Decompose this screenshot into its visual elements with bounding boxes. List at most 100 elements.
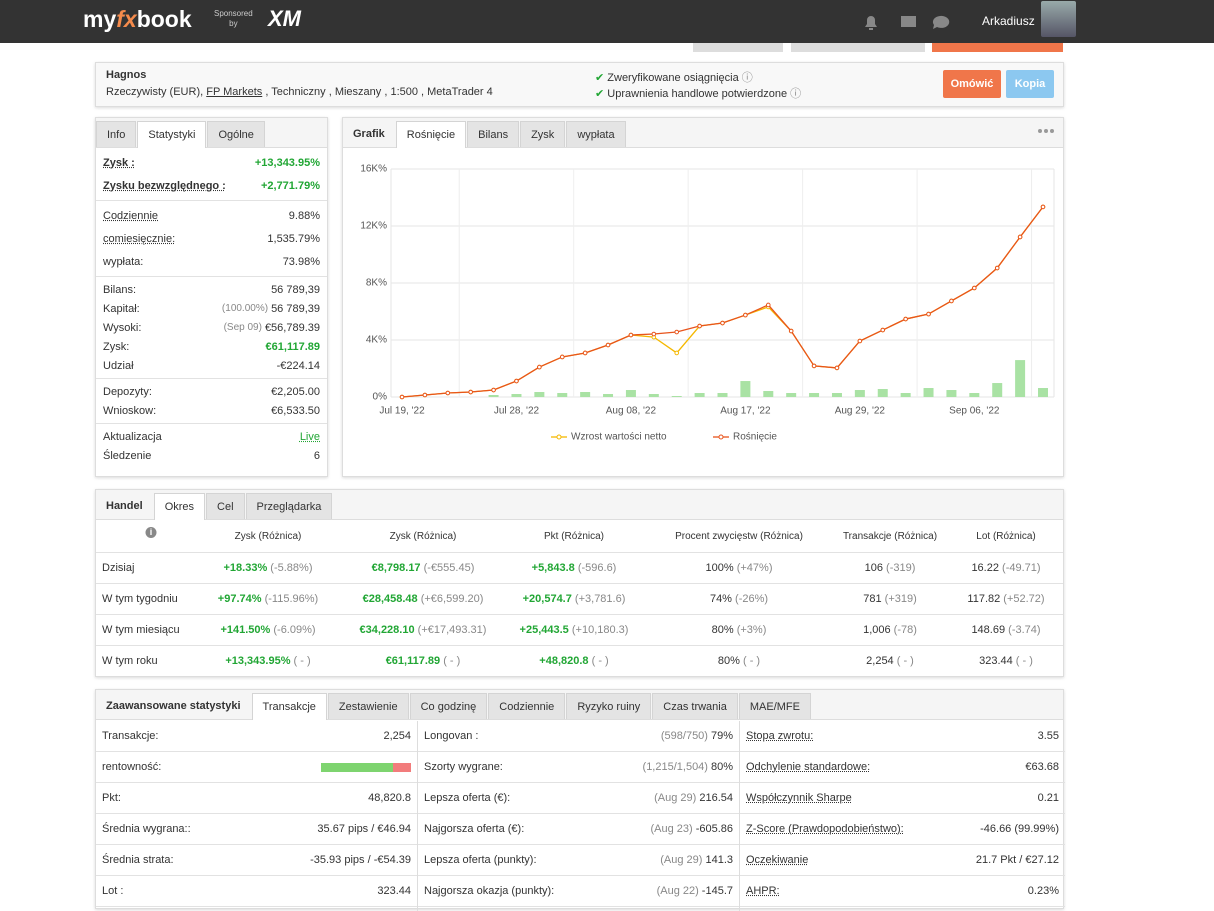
tab[interactable]: Cel — [206, 493, 245, 519]
tab[interactable]: Okres — [153, 493, 206, 520]
bar — [1038, 388, 1048, 397]
broker-link[interactable]: FP Markets — [206, 86, 263, 98]
point — [468, 389, 473, 395]
tab[interactable]: Przeglądarka — [245, 493, 333, 519]
cell: €61,117.89 ( - ) — [386, 655, 461, 667]
cell-value: 80% — [711, 624, 734, 636]
stat-row: Zysk : +13,343.95% — [96, 151, 327, 174]
account-name: Hagnos — [106, 69, 147, 81]
bell-icon[interactable] — [865, 16, 877, 30]
cell: +20,574.7 (+3,781.6) — [523, 593, 626, 605]
tab[interactable]: wypłata — [566, 121, 626, 147]
bar — [786, 393, 797, 397]
cell: 323.44 ( - ) — [979, 655, 1033, 667]
tab[interactable]: Czas trwania — [652, 693, 738, 719]
cell-diff: (+319) — [884, 593, 917, 605]
stat-label: Z-Score (Prawdopodobieństwo): — [746, 823, 904, 835]
cell: +97.74% (-115.96%) — [218, 593, 318, 605]
bar — [900, 393, 911, 397]
bar — [854, 390, 865, 397]
logo[interactable]: myfxbook — [83, 6, 192, 33]
cell-value: €61,117.89 — [385, 655, 441, 667]
logo-part: my — [83, 6, 117, 32]
sponsored-text: Sponsored — [214, 9, 253, 18]
stat-value: 79% — [710, 730, 733, 742]
stat-value: 216.54 — [699, 792, 733, 804]
y-tick-label: 0% — [373, 392, 388, 403]
avatar[interactable] — [1041, 1, 1076, 37]
stat-label: Longovan : — [424, 730, 479, 742]
point — [880, 327, 886, 333]
x-tick-label: Jul 28, '22 — [494, 406, 540, 417]
user-name[interactable]: Arkadiusz — [982, 14, 1035, 28]
top-button[interactable] — [693, 43, 783, 52]
stat-label: Kapitał: — [103, 302, 140, 315]
stat-value: -145.7 — [701, 885, 733, 897]
top-button[interactable] — [932, 43, 1063, 52]
stat-row: Codziennie 9.88% — [96, 204, 327, 227]
line — [401, 206, 1044, 398]
bar — [534, 392, 545, 397]
stat-column: Stopa zwrotu: 3.55 Odchylenie standardowe:… — [740, 721, 1065, 911]
top-bar: myfxbook Sponsored by XM Arkadiusz — [0, 0, 1214, 43]
stat-label: Stopa zwrotu: — [746, 730, 814, 742]
y-tick-label: 4K% — [366, 335, 387, 346]
info-panel: Info Statystyki Ogólne Zysk : +13,343.95% Zy… — [95, 117, 328, 477]
tab[interactable]: Zysk — [520, 121, 566, 147]
copy-button[interactable]: Kopia — [1006, 70, 1054, 98]
stat-row: wypłata: 73.98% — [96, 250, 327, 273]
tab[interactable]: Co godzinę — [409, 693, 488, 719]
top-button[interactable] — [791, 43, 925, 52]
account-box: Hagnos Rzeczywisty (EUR), FP Markets , T… — [95, 62, 1064, 107]
menu-icon[interactable] — [1038, 129, 1054, 133]
tab[interactable]: Bilans — [467, 121, 520, 147]
stat-column: Longovan : (598/750) 79% Szorty wygrane: (1,… — [418, 721, 740, 911]
cell-value: 781 — [863, 593, 882, 605]
cell: 148.69 (-3.74) — [971, 624, 1040, 636]
cell: €34,228.10 (+€17,493.31) — [360, 624, 487, 636]
tab[interactable]: Ogólne — [207, 121, 265, 147]
stat-group: Aktualizacja Live Śledzenie 6 — [96, 424, 327, 468]
stat-row: Lepsza oferta (punkty): (Aug 29) 141.3 — [418, 845, 739, 876]
stat-value: 141.3 — [705, 854, 733, 866]
point — [582, 350, 588, 356]
stat-value: -605.86 — [695, 823, 733, 835]
tab[interactable]: Ryzyko ruiny — [566, 693, 652, 719]
stat-value: +2,771.79% — [260, 179, 320, 192]
stat-label: Zysk: — [103, 340, 130, 353]
bar — [488, 395, 499, 397]
cell-value: +141.50% — [220, 624, 271, 636]
stat-group: Depozyty: €2,205.00 Wnioskow: €6,533.50 — [96, 379, 327, 424]
cell-value: +48,820.8 — [539, 655, 589, 667]
tab[interactable]: Zestawienie — [327, 693, 409, 719]
cell-value: +20,574.7 — [522, 593, 572, 605]
bar — [809, 393, 820, 397]
tab[interactable]: Codziennie — [488, 693, 566, 719]
check-item: ✔ Uprawnienia handlowe potwierdzone ⓘ — [595, 88, 802, 100]
discuss-button[interactable]: Omówić — [943, 70, 1001, 98]
cell-diff: (-49.71) — [1002, 562, 1041, 574]
sponsor-logo[interactable]: XM — [268, 6, 301, 31]
point — [399, 394, 405, 400]
tab[interactable]: MAE/MFE — [738, 693, 811, 719]
trading-panel: Handel Okres Cel Przeglądarka i Zysk (Różnic… — [95, 489, 1064, 677]
stat-label: Odchylenie standardowe: — [746, 761, 871, 773]
cell: 2,254 ( - ) — [866, 655, 914, 667]
stat-row: Szorty wygrane: (1,215/1,504) 80% — [418, 752, 739, 783]
stat-row: Oczekiwanie 21.7 Pkt / €27.12 — [740, 845, 1065, 876]
bar — [580, 392, 591, 397]
tab: Info — [96, 121, 137, 147]
tab[interactable]: Transakcje — [251, 693, 327, 720]
stat-value: €61,117.89 — [265, 340, 320, 353]
stat-label: rentowność: — [102, 761, 162, 773]
stat-row: rentowność: — [96, 752, 417, 783]
cell: +25,443.5 (+10,180.3) — [520, 624, 629, 636]
mail-icon[interactable] — [901, 16, 916, 27]
tab[interactable]: Rośnięcie — [395, 121, 467, 148]
y-tick-label: 8K% — [366, 278, 387, 289]
details-text: Rzeczywisty (EUR), — [106, 86, 207, 98]
tab[interactable]: Statystyki — [137, 121, 207, 148]
bar — [740, 381, 751, 397]
chat-icon[interactable] — [932, 15, 950, 29]
